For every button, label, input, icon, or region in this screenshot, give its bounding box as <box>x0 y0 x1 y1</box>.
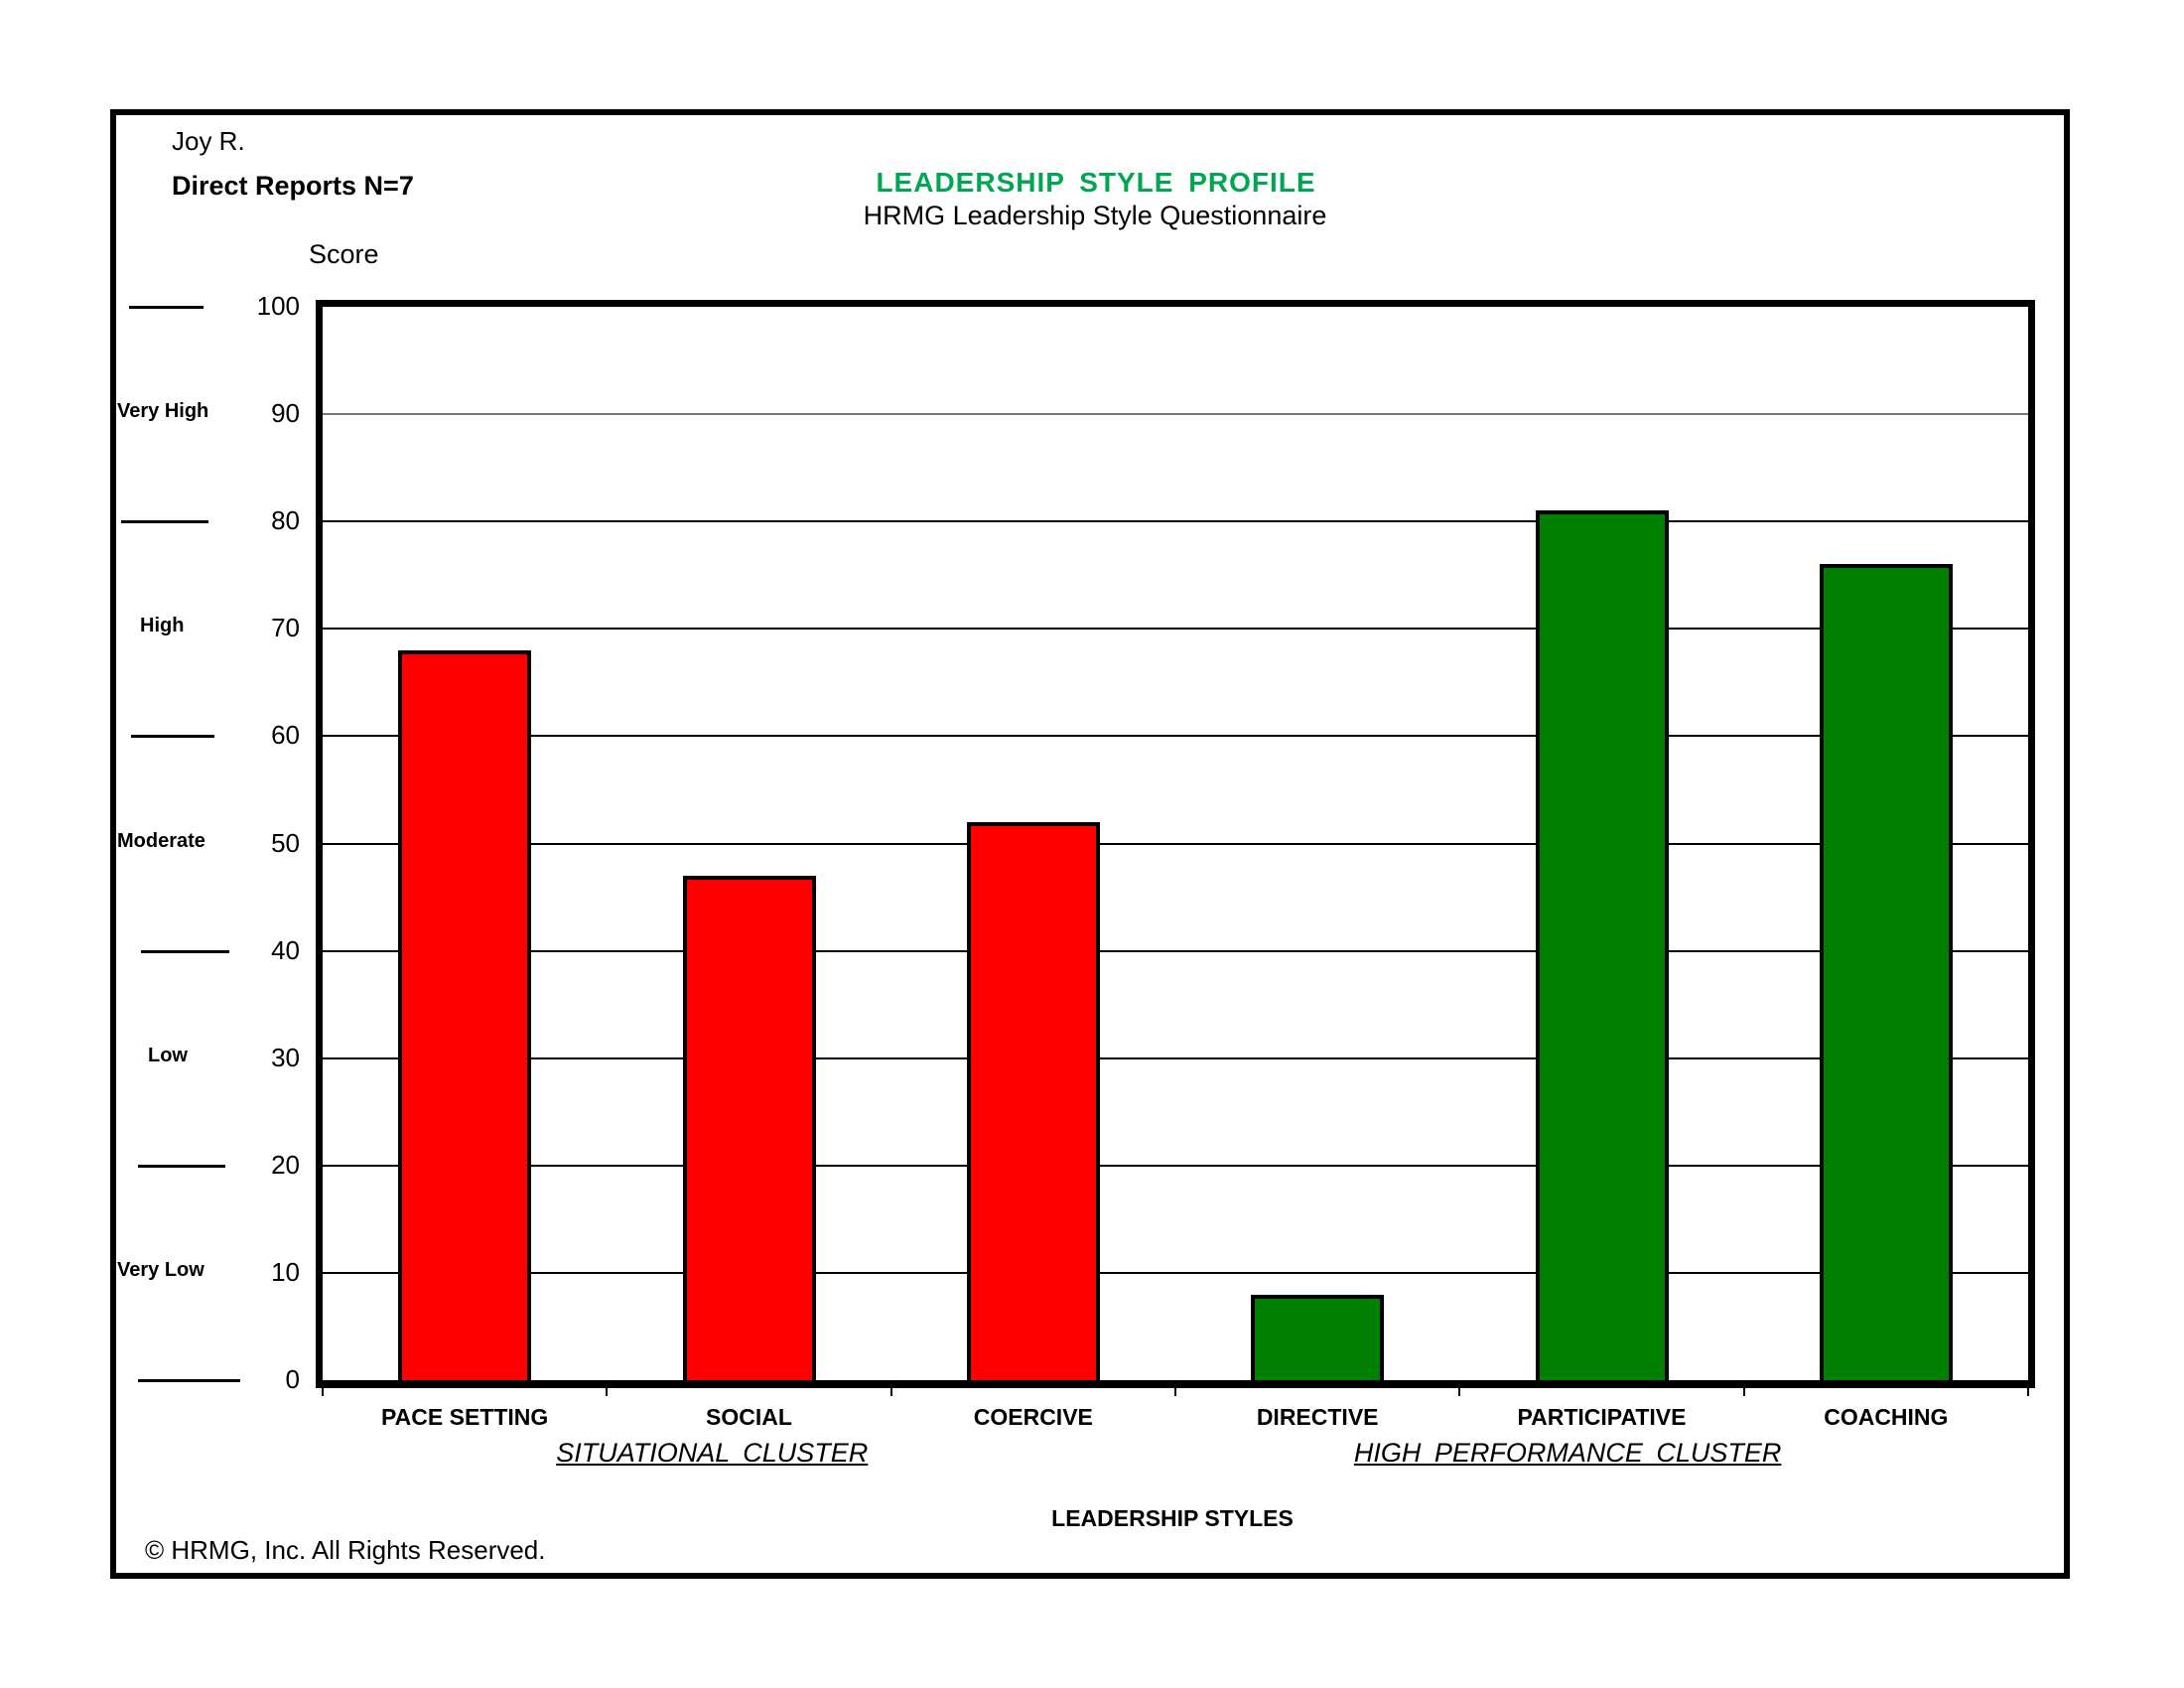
band-separator <box>121 520 208 524</box>
band-separator <box>141 949 229 953</box>
band-separator <box>138 1164 225 1168</box>
respondent-name: Joy R. <box>172 126 245 156</box>
chart-subtitle: HRMG Leadership Style Questionnaire <box>863 201 1327 230</box>
x-category-label: COACHING <box>1824 1404 1949 1430</box>
cluster-label: SITUATIONAL CLUSTER <box>556 1438 869 1468</box>
band-separator <box>131 735 214 739</box>
band-label-moderate: Moderate <box>117 829 205 852</box>
x-category-label: DIRECTIVE <box>1256 1404 1379 1430</box>
y-tick-label: 20 <box>271 1149 300 1180</box>
bar-social <box>682 875 816 1380</box>
y-tick-label: 100 <box>256 291 300 321</box>
respondent-group: Direct Reports N=7 <box>172 171 414 201</box>
bar-coaching <box>1819 564 1953 1380</box>
band-label-very-low: Very Low <box>117 1258 205 1281</box>
gridline <box>323 842 2028 845</box>
x-axis-label: LEADERSHIP STYLES <box>1051 1505 1294 1531</box>
plot-area <box>316 300 2035 1388</box>
band-label-high: High <box>140 615 185 637</box>
x-category-label: COERCIVE <box>973 1404 1093 1430</box>
bar-participative <box>1535 510 1669 1380</box>
x-category-label: SOCIAL <box>706 1404 792 1430</box>
copyright: © HRMG, Inc. All Rights Reserved. <box>145 1535 546 1565</box>
x-tick <box>322 1386 324 1396</box>
gridline <box>323 628 2028 631</box>
chart-frame <box>110 109 2070 1579</box>
y-tick-label: 90 <box>271 398 300 429</box>
chart-title: LEADERSHIP STYLE PROFILE <box>876 167 1316 198</box>
gridline <box>323 1056 2028 1059</box>
y-tick-label: 30 <box>271 1042 300 1072</box>
x-tick <box>1742 1386 1745 1396</box>
y-axis-label: Score <box>309 239 379 269</box>
band-label-very-high: Very High <box>117 400 209 423</box>
gridline <box>323 520 2028 523</box>
x-tick <box>1458 1386 1461 1396</box>
y-tick-label: 10 <box>271 1256 300 1287</box>
x-category-label: PARTICIPATIVE <box>1517 1404 1687 1430</box>
bar-directive <box>1251 1294 1385 1380</box>
y-tick-label: 50 <box>271 827 300 858</box>
x-tick <box>1174 1386 1176 1396</box>
gridline <box>323 735 2028 738</box>
gridline <box>323 1271 2028 1274</box>
bar-pace-setting <box>398 649 532 1380</box>
bar-coercive <box>966 821 1100 1380</box>
cluster-label: HIGH PERFORMANCE CLUSTER <box>1353 1438 1782 1468</box>
x-category-label: PACE SETTING <box>381 1404 549 1430</box>
gridline <box>323 413 2028 416</box>
y-tick-label: 40 <box>271 934 300 965</box>
gridline <box>323 949 2028 952</box>
y-tick-label: 0 <box>285 1364 300 1394</box>
x-tick <box>889 1386 892 1396</box>
y-tick-label: 70 <box>271 613 300 643</box>
gridline <box>323 1164 2028 1167</box>
y-tick-label: 80 <box>271 505 300 536</box>
band-separator <box>138 1379 240 1382</box>
x-tick <box>606 1386 609 1396</box>
band-separator <box>129 306 204 309</box>
band-label-low: Low <box>148 1044 188 1066</box>
x-tick <box>2027 1386 2029 1396</box>
y-tick-label: 60 <box>271 720 300 751</box>
